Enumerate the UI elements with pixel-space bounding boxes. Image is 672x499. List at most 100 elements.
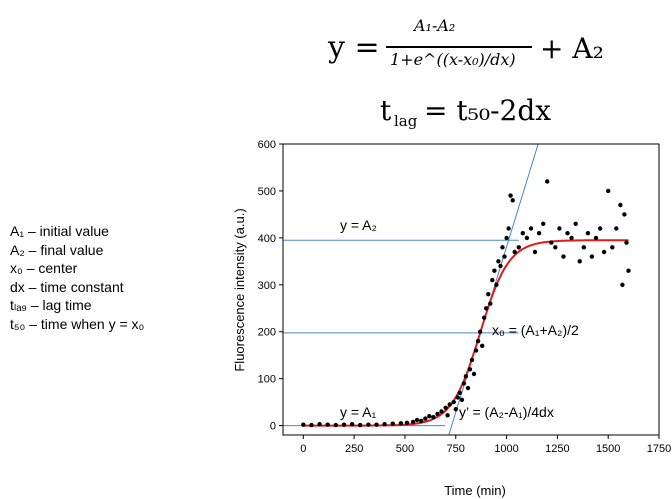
data-point [620, 282, 625, 287]
sigmoid-lhs: y = [328, 30, 380, 65]
data-point [410, 419, 416, 425]
legend-line: dx – time constant [10, 278, 124, 295]
data-point [431, 415, 436, 420]
data-point [309, 422, 314, 428]
annotation-plateau-high: y = A₂ [340, 217, 377, 233]
sigmoid-rhs: + A₂ [540, 32, 604, 65]
data-point [565, 231, 570, 236]
data-point [457, 390, 462, 395]
data-point [622, 212, 627, 217]
tangent-line [448, 143, 539, 436]
legend-line: t₅₀ – time when y = x₀ [10, 315, 145, 332]
annotation-center: x₀ = (A₁+A₂)/2 [492, 322, 579, 338]
data-point [508, 193, 513, 198]
data-point [382, 422, 387, 427]
data-point [502, 254, 507, 259]
data-point [475, 338, 481, 344]
data-point [506, 226, 511, 231]
data-point [581, 245, 586, 250]
data-point [585, 231, 591, 236]
data-point [414, 417, 420, 423]
data-point [614, 226, 619, 231]
data-point [553, 245, 558, 250]
data-point [494, 282, 499, 287]
data-point [597, 226, 603, 231]
data-point [512, 249, 517, 255]
data-point [561, 254, 566, 259]
data-point [516, 245, 521, 250]
y-tick-label: 100 [258, 374, 276, 386]
data-point [374, 422, 379, 427]
data-point [541, 221, 546, 226]
data-point [610, 245, 615, 250]
y-tick-label: 200 [258, 327, 276, 339]
data-point [573, 221, 578, 226]
data-point [593, 235, 599, 241]
data-point [545, 179, 550, 184]
x-tick-label: 1750 [647, 443, 671, 455]
data-point [423, 416, 428, 421]
data-point [453, 407, 458, 412]
data-point [536, 231, 542, 236]
data-point [498, 263, 503, 269]
annotation-slope: y’ = (A₂-A₁)/4dx [459, 404, 554, 420]
data-point [577, 259, 582, 264]
y-axis-label: Fluorescence intensity (a.u.) [232, 208, 247, 371]
data-point [301, 422, 306, 427]
x-tick-label: 750 [447, 443, 465, 455]
data-point [492, 268, 497, 273]
data-point [480, 343, 485, 348]
data-point [317, 422, 322, 427]
y-tick-label: 0 [270, 421, 276, 433]
x-tick-label: 250 [345, 443, 363, 455]
data-point [447, 402, 452, 407]
data-point [467, 367, 473, 372]
sigmoid-denominator: 1+e^((x-x₀)/dx) [390, 50, 516, 69]
y-tick-label: 500 [258, 186, 276, 198]
data-point [618, 202, 623, 208]
data-point [469, 357, 475, 363]
legend-line: A₁ – initial value [10, 223, 109, 239]
data-point [398, 421, 404, 426]
lag-rhs: = t₅₀-2dx [424, 94, 552, 127]
data-point [549, 240, 554, 245]
data-point [333, 422, 338, 428]
legend-line: x₀ – center [10, 260, 78, 276]
data-point [473, 348, 479, 353]
data-point [520, 231, 525, 236]
data-point [500, 245, 505, 250]
sigmoid-equation: y = A₁-A₂ 1+e^((x-x₀)/dx) + A₂ [328, 16, 648, 86]
legend-line: A₂ – final value [10, 241, 104, 258]
data-point [528, 226, 534, 231]
data-point [482, 315, 487, 320]
lag-lhs-sub: lag [394, 112, 418, 130]
plot-frame [282, 143, 660, 436]
data-point [451, 399, 456, 405]
data-point [459, 397, 465, 402]
data-point [341, 422, 347, 427]
parameter-legend: A₁ – initial value A₂ – final value x₀ –… [10, 222, 144, 333]
sigmoid-numerator: A₁-A₂ [414, 16, 456, 35]
data-point [358, 422, 363, 428]
data-point [443, 405, 448, 410]
y-tick-label: 400 [258, 233, 276, 245]
data-point [461, 381, 467, 386]
data-point [435, 411, 440, 417]
data-point [404, 420, 410, 425]
data-point [524, 235, 530, 241]
x-tick-label: 500 [396, 443, 414, 455]
data-point [349, 422, 355, 427]
x-tick-label: 1000 [494, 443, 518, 455]
data-point [557, 226, 562, 231]
data-point [484, 306, 489, 311]
data-point [455, 395, 460, 400]
data-point [624, 240, 629, 245]
data-point [465, 385, 471, 391]
data-point [626, 268, 631, 273]
data-point [488, 301, 493, 306]
x-tick-label: 1500 [596, 443, 620, 455]
data-point [419, 418, 424, 424]
data-point [463, 374, 469, 379]
data-point [390, 421, 395, 426]
lag-lhs: t [380, 94, 392, 127]
